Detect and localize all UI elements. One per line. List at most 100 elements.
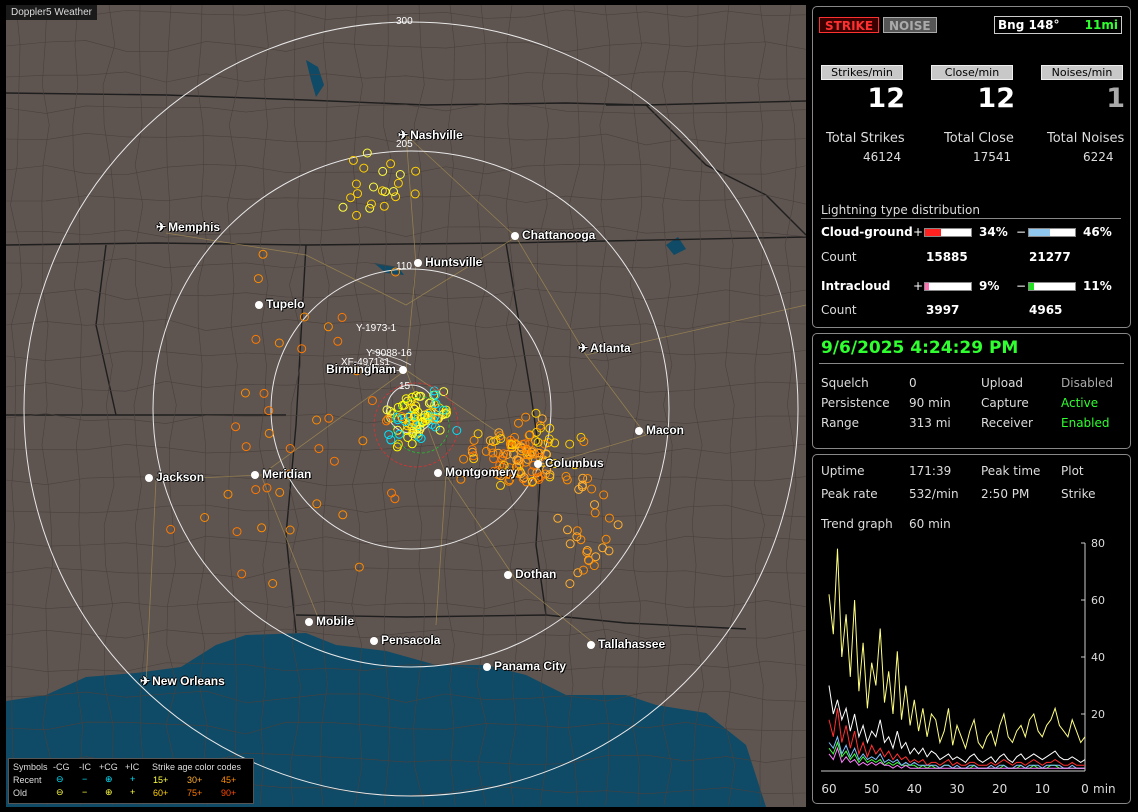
peak-rate-label: Peak rate	[821, 487, 878, 501]
cg-pos-bar	[924, 228, 972, 237]
strike-marker	[496, 434, 506, 444]
strike-marker	[402, 425, 412, 435]
city-pensacola: Pensacola	[370, 633, 440, 647]
persistence-label: Persistence	[821, 396, 890, 410]
strike-marker	[572, 532, 582, 542]
upload-value[interactable]: Disabled	[1061, 376, 1114, 390]
strike-marker	[395, 170, 405, 179]
track-label: Y-9088-16	[366, 348, 412, 359]
track-label: Y-1973-1	[356, 323, 397, 334]
strike-marker	[563, 525, 572, 535]
strike-marker	[467, 447, 477, 457]
strike-button[interactable]: STRIKE	[819, 17, 880, 33]
strike-marker	[510, 468, 520, 478]
strike-marker	[587, 484, 597, 494]
uptime-label: Uptime	[821, 464, 865, 478]
airport-icon: ✈	[398, 128, 409, 142]
strike-marker	[545, 423, 555, 433]
strike-marker	[348, 155, 358, 165]
strike-marker	[410, 189, 420, 199]
strike-marker	[329, 456, 339, 466]
strike-marker	[391, 267, 400, 277]
strike-marker	[574, 484, 584, 494]
trend-series-line	[828, 548, 1086, 750]
strike-marker	[496, 480, 505, 490]
strike-marker	[467, 445, 477, 454]
strike-marker	[411, 166, 421, 176]
cg-pos-pct: 34%	[979, 225, 1008, 239]
total-close-label: Total Close	[944, 131, 1014, 146]
ic-neg-bar	[1028, 282, 1076, 291]
strike-marker	[527, 446, 537, 456]
strikes-per-min-value: 12	[867, 83, 905, 114]
strike-marker	[578, 565, 588, 575]
airport-icon: ✈	[578, 341, 589, 355]
strike-marker	[407, 439, 417, 449]
range-label-15: 15	[399, 381, 411, 392]
legend-col: -CG	[53, 762, 70, 772]
strike-marker	[431, 399, 441, 409]
minus-sign: −	[1016, 279, 1027, 293]
strike-marker	[550, 459, 560, 468]
close-per-min-header: Close/min	[931, 65, 1013, 80]
receiver-value[interactable]: Enabled	[1061, 416, 1110, 430]
strike-marker	[493, 465, 503, 475]
strike-marker	[545, 472, 555, 482]
strike-marker	[536, 472, 546, 482]
strike-marker	[378, 166, 388, 176]
strike-marker	[499, 460, 509, 470]
x-tick-label: 30	[949, 782, 964, 796]
strike-marker	[570, 460, 580, 470]
strike-marker	[237, 569, 247, 579]
strike-marker	[473, 429, 483, 439]
range-value: 313 mi	[909, 416, 951, 430]
strike-marker	[493, 448, 503, 458]
strike-marker	[503, 468, 513, 478]
total-noises-value: 6224	[1083, 150, 1114, 164]
noise-button[interactable]: NOISE	[883, 17, 937, 33]
age-code: 60+	[153, 788, 169, 798]
strike-marker	[527, 467, 537, 477]
strike-marker	[505, 475, 515, 485]
strike-marker	[365, 203, 375, 213]
strike-marker	[542, 465, 552, 475]
strike-marker	[338, 510, 348, 520]
city-dot-icon	[399, 365, 408, 374]
city-meridian: Meridian	[251, 467, 311, 481]
pos-cg-old-icon: ⊕	[105, 787, 113, 797]
plot-value[interactable]: Strike	[1061, 487, 1096, 501]
strike-marker	[513, 456, 523, 465]
capture-value[interactable]: Active	[1061, 396, 1099, 410]
lightning-map[interactable]: Doppler5 Weather 300 205 110 15 Y-1973-1…	[6, 5, 806, 807]
cloud-ground-label: Cloud-ground	[821, 225, 913, 239]
trend-window-value[interactable]: 60 min	[909, 517, 951, 531]
strike-marker	[430, 390, 440, 400]
strike-marker	[362, 148, 372, 158]
strike-marker	[522, 477, 531, 487]
bearing-value: Bng 148°	[998, 18, 1060, 32]
strike-marker	[416, 434, 426, 443]
strike-marker	[241, 442, 251, 452]
city-dot-icon	[414, 258, 422, 267]
pos-ic-old-icon: +	[130, 787, 136, 797]
close-per-min-value: 12	[977, 83, 1015, 114]
city-jackson: Jackson	[145, 470, 204, 484]
strike-marker	[583, 474, 593, 483]
strike-marker	[519, 473, 529, 482]
strike-marker	[399, 400, 409, 410]
map-canvas	[6, 5, 806, 807]
city-dot-icon	[504, 570, 512, 579]
strike-marker	[352, 366, 362, 376]
city-montgomery: Montgomery	[434, 465, 517, 479]
strike-marker	[166, 524, 176, 534]
strike-marker	[275, 487, 285, 497]
age-code: 90+	[221, 788, 237, 798]
strike-marker	[613, 520, 623, 530]
strike-marker	[358, 436, 368, 446]
strike-marker	[403, 433, 413, 442]
city-dot-icon	[511, 231, 519, 240]
plus-sign: +	[913, 225, 924, 239]
strike-marker	[485, 436, 495, 446]
x-tick-label: 50	[864, 782, 879, 796]
city-mobile: Mobile	[305, 614, 354, 628]
